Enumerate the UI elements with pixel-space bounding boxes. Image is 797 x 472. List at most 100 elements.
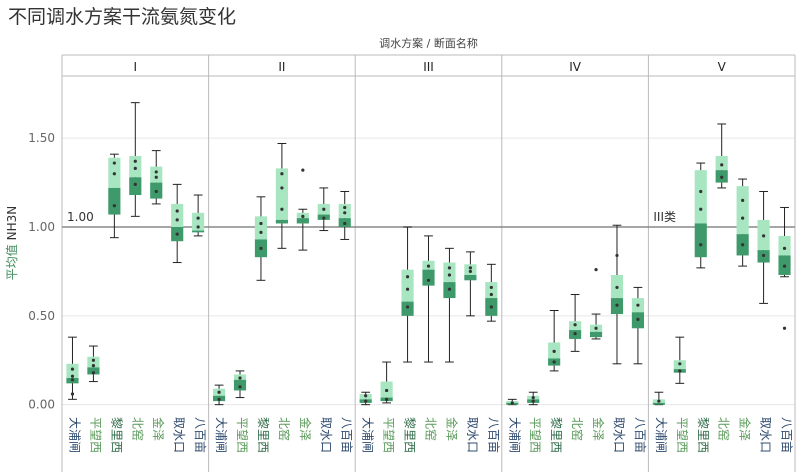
category-label: 黎里西 xyxy=(256,417,270,453)
y-tick-label: 0.00 xyxy=(28,398,55,412)
data-point xyxy=(196,225,200,229)
category-label: 平望西 xyxy=(675,417,689,453)
data-point xyxy=(91,371,96,375)
category-label: 黎里西 xyxy=(549,417,563,453)
data-point xyxy=(761,253,766,258)
data-point xyxy=(133,182,137,186)
box-upper xyxy=(87,356,100,368)
category-label: 黎里西 xyxy=(696,417,710,453)
category-label: 大浦闸 xyxy=(507,417,521,453)
data-point xyxy=(154,189,158,194)
category-label: 平望西 xyxy=(235,417,249,453)
y-axis-title-prefix: 平均值 xyxy=(4,240,19,280)
data-point xyxy=(112,172,116,176)
box-upper xyxy=(171,203,184,228)
data-point xyxy=(70,378,75,382)
data-point xyxy=(489,305,493,309)
box-upper xyxy=(715,155,728,171)
y-tick-label: 1.00 xyxy=(28,220,55,234)
category-label: 八百亩 xyxy=(780,417,795,453)
category-label: 大浦闸 xyxy=(214,417,228,453)
data-point xyxy=(364,394,368,398)
data-point xyxy=(782,246,787,250)
data-point xyxy=(552,349,556,353)
data-point xyxy=(678,369,682,373)
y-tick-label: 0.50 xyxy=(28,309,55,323)
box-lower xyxy=(422,269,435,286)
box-lower xyxy=(401,301,414,316)
category-label: 金泽 xyxy=(151,417,166,441)
box-lower xyxy=(192,230,205,233)
data-point xyxy=(426,278,431,282)
data-point xyxy=(761,234,766,238)
data-point xyxy=(70,374,75,378)
category-label: 八百亩 xyxy=(486,417,501,453)
data-point xyxy=(699,243,703,247)
data-point xyxy=(112,161,116,165)
data-point xyxy=(343,211,347,215)
data-point xyxy=(154,170,158,174)
box-upper xyxy=(254,216,268,240)
box-upper xyxy=(66,363,79,379)
panel-header-label: I xyxy=(134,60,138,74)
data-point xyxy=(91,363,96,368)
box-upper xyxy=(778,235,791,256)
category-label: 北窑 xyxy=(717,417,732,441)
data-point xyxy=(133,166,137,170)
data-point xyxy=(699,189,703,194)
data-point xyxy=(720,163,724,167)
data-point xyxy=(741,216,745,220)
data-point xyxy=(175,218,179,222)
panel-header-label: V xyxy=(718,60,727,74)
data-point xyxy=(615,253,619,258)
data-point xyxy=(447,266,452,270)
data-point xyxy=(741,198,745,202)
data-point xyxy=(594,326,598,330)
category-label: 大浦闸 xyxy=(67,417,81,453)
data-point xyxy=(259,221,263,226)
data-point xyxy=(217,397,221,401)
y-axis-title-measure: NH3N xyxy=(5,206,19,241)
data-point xyxy=(636,303,640,307)
box-upper xyxy=(275,168,288,220)
data-point xyxy=(133,159,137,163)
data-point xyxy=(510,401,514,405)
data-point xyxy=(447,287,452,291)
data-point xyxy=(154,175,158,179)
data-point xyxy=(238,385,242,389)
box-lower xyxy=(464,274,477,281)
category-label: 金泽 xyxy=(738,417,753,441)
category-label: 取水口 xyxy=(465,417,479,453)
data-point xyxy=(343,205,347,210)
box-lower xyxy=(129,177,142,196)
category-label: 平望西 xyxy=(382,417,396,453)
data-point xyxy=(322,207,326,211)
category-label: 金泽 xyxy=(591,417,606,441)
data-point xyxy=(70,392,75,396)
data-point xyxy=(364,399,368,403)
data-point xyxy=(468,266,472,270)
box-lower xyxy=(108,187,121,215)
data-point xyxy=(720,175,724,179)
data-point xyxy=(615,285,619,290)
data-point xyxy=(405,287,410,291)
category-label: 取水口 xyxy=(759,417,773,453)
panel-header-label: IV xyxy=(569,60,582,74)
box-lower xyxy=(694,223,707,258)
category-label: 金泽 xyxy=(298,417,313,441)
category-label: 北窑 xyxy=(277,417,292,441)
data-point xyxy=(385,397,389,401)
category-label: 金泽 xyxy=(444,417,459,441)
data-point xyxy=(468,269,472,274)
category-label: 八百亩 xyxy=(340,417,355,453)
data-point xyxy=(112,204,116,208)
data-point xyxy=(280,172,284,176)
data-point xyxy=(175,209,179,213)
data-point xyxy=(322,216,326,220)
data-point xyxy=(301,214,305,218)
data-point xyxy=(405,305,410,309)
y-tick-label: 1.50 xyxy=(28,131,55,145)
data-point xyxy=(699,207,703,211)
column-header: 调水方案 / 断面名称 xyxy=(379,36,478,50)
